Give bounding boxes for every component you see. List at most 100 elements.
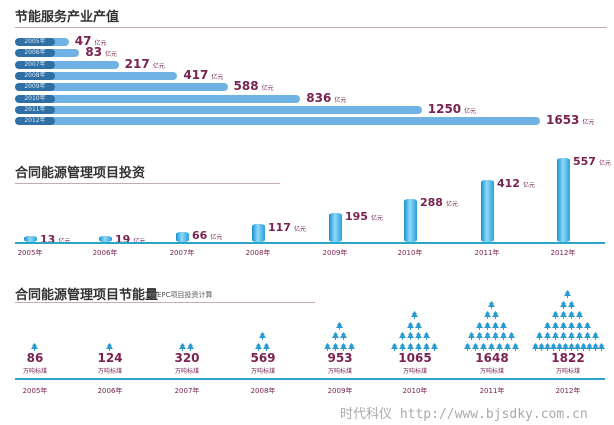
value-unit: 亿元 [582, 119, 595, 127]
tree-icon [324, 336, 331, 351]
tree-icon [415, 315, 422, 330]
value-label: 47 亿元 [75, 34, 107, 48]
year-label: 2012年 [550, 249, 576, 257]
tree-icon [187, 336, 194, 351]
value-number: 13 [40, 233, 56, 246]
value-label: 66 亿元 [192, 229, 222, 242]
tree-icon [106, 336, 113, 351]
cylinder-bar [99, 236, 112, 242]
tree-icon [584, 325, 591, 340]
cylinder-bar [557, 158, 570, 242]
chart3-subtitle: 按EPC项目投资计算 [150, 291, 213, 299]
tree-icon [340, 336, 347, 351]
value-unit: 万吨标煤 [479, 368, 504, 375]
cylinder-bar [404, 198, 417, 242]
value-number: 217 [124, 56, 150, 71]
year-label: 2007年 [174, 387, 200, 395]
tree-icon [415, 325, 422, 340]
tree-icon [574, 336, 581, 351]
tree-icon [512, 336, 519, 351]
value-label: 557 亿元 [573, 155, 611, 168]
value-number: 117 [268, 221, 291, 235]
year-label: 2008年 [245, 249, 271, 257]
tree-icon [423, 325, 430, 340]
year-pill: 2006年 [15, 49, 55, 58]
year-label: 2011年 [479, 387, 505, 395]
value-number: 836 [306, 90, 332, 105]
value-number: 569 [250, 351, 276, 365]
value-label: 217 亿元 [125, 57, 165, 71]
tree-icon [592, 336, 599, 351]
value-unit: 亿元 [94, 40, 107, 47]
value-unit: 亿元 [58, 238, 70, 245]
bar [48, 49, 80, 58]
year-label: 2012年 [555, 387, 581, 395]
value-unit: 亿元 [133, 238, 145, 245]
value-unit: 亿元 [598, 160, 611, 167]
tree-icon [564, 283, 571, 298]
tree-icon [399, 336, 406, 351]
tree-icon [598, 336, 605, 351]
tree-icon [336, 315, 343, 330]
tree-icon [263, 336, 270, 351]
year-pill: 2005年 [15, 38, 55, 46]
value-unit: 万吨标煤 [555, 368, 580, 375]
year-label: 2009年 [327, 387, 353, 395]
tree-icon [468, 325, 475, 340]
value-unit: 亿元 [464, 107, 477, 115]
value-number: 124 [97, 351, 123, 365]
value-number: 83 [85, 45, 103, 60]
tree-icon [391, 336, 398, 351]
year-label: 2005年 [22, 387, 48, 395]
year-pill: 2009年 [15, 83, 55, 92]
tree-icon [476, 325, 483, 340]
chart3-title: 合同能源管理项目节能量 [15, 288, 159, 303]
tree-icon [562, 336, 569, 351]
tree-icon [544, 325, 551, 340]
value-unit: 万吨标煤 [174, 368, 199, 375]
tree-icon [568, 315, 575, 330]
value-number: 19 [115, 233, 131, 246]
value-label: 117 亿元 [268, 221, 306, 234]
year-label: 2007年 [169, 249, 195, 257]
tree-icon [255, 336, 262, 351]
value-unit: 万吨标煤 [97, 368, 122, 375]
tree-icon [576, 325, 583, 340]
tree-icon [332, 325, 339, 340]
tree-icon [492, 304, 499, 319]
tree-icon [550, 336, 557, 351]
tree-icon [476, 315, 483, 330]
year-label: 2009年 [322, 249, 348, 257]
tree-icon [399, 325, 406, 340]
value-number: 320 [174, 351, 200, 365]
tree-icon [179, 336, 186, 351]
tree-icon [411, 304, 418, 319]
tree-icon [560, 294, 567, 309]
tree-icon [508, 325, 515, 340]
tree-icon [568, 304, 575, 319]
tree-icon [496, 336, 503, 351]
tree-icon [592, 325, 599, 340]
tree-icon [504, 336, 511, 351]
chart3-axis [15, 378, 605, 380]
value-unit: 亿元 [210, 234, 223, 242]
bar [48, 60, 119, 69]
value-label: 195 亿元 [345, 210, 383, 223]
value-number: 588 [233, 79, 259, 94]
value-label: 1250 亿元 [428, 102, 476, 116]
value-unit: 亿元 [370, 214, 383, 222]
tree-icon [407, 336, 414, 351]
value-number: 66 [192, 229, 208, 243]
year-label: 2008年 [250, 387, 276, 395]
tree-icon [580, 336, 587, 351]
tree-icon [348, 336, 355, 351]
tree-icon [484, 325, 491, 340]
year-label: 2010年 [397, 249, 423, 257]
value-unit: 亿元 [211, 73, 224, 81]
value-number: 1648 [475, 351, 509, 365]
tree-icon [538, 336, 545, 351]
value-number: 47 [74, 34, 92, 48]
year-label: 2006年 [97, 387, 123, 395]
tree-icon [259, 325, 266, 340]
